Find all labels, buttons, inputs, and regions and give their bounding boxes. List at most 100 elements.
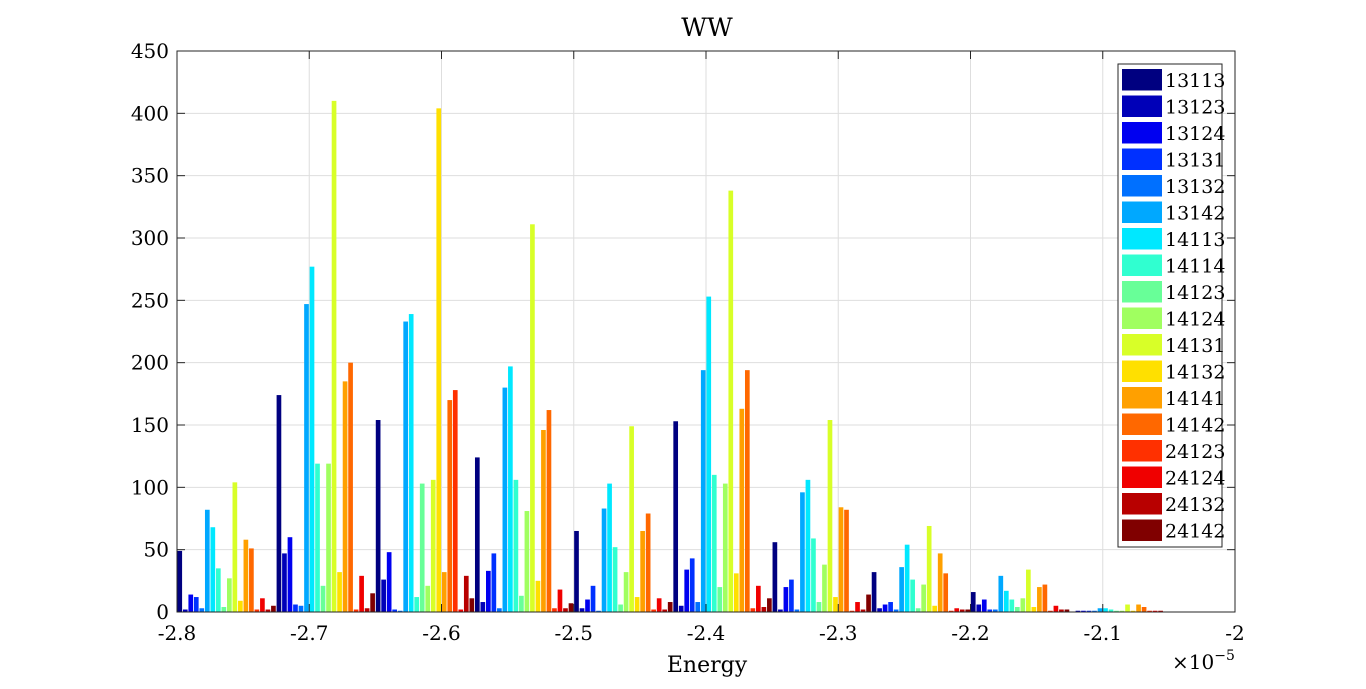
grid <box>177 51 1235 612</box>
bar-14131 <box>629 426 634 612</box>
bar-13124 <box>287 537 293 612</box>
bar-13131 <box>293 604 298 612</box>
bar-14141 <box>739 408 745 612</box>
bar-14113 <box>1103 608 1108 612</box>
bar-13124 <box>486 570 491 612</box>
bar-13113 <box>673 421 679 612</box>
bar-24123 <box>1048 610 1053 612</box>
bar-13131 <box>789 579 794 612</box>
bar-14142 <box>844 509 849 612</box>
bar-13113 <box>772 542 778 612</box>
bar-13132 <box>794 609 800 612</box>
bar-14124 <box>227 578 232 612</box>
legend-label-24123: 24123 <box>1165 441 1225 463</box>
bar-13131 <box>392 609 397 612</box>
bar-13132 <box>893 609 899 612</box>
bar-13123 <box>877 608 882 612</box>
bar-14142 <box>645 513 651 612</box>
x-tick-label: -2.2 <box>951 621 990 645</box>
legend-swatch-13131 <box>1122 148 1162 170</box>
bar-14141 <box>640 530 645 612</box>
bar-14113 <box>210 527 216 612</box>
bar-13123 <box>1075 610 1081 612</box>
bar-13131 <box>193 597 199 612</box>
legend-label-14123: 14123 <box>1165 282 1225 304</box>
svg-text:×10−5: ×10−5 <box>1172 648 1235 674</box>
legend-label-13142: 13142 <box>1165 203 1225 225</box>
bar-14141 <box>838 507 844 612</box>
bar-24142 <box>469 598 475 612</box>
legend-label-13123: 13123 <box>1165 97 1225 119</box>
bar-14131 <box>1026 569 1031 612</box>
legend-label-14124: 14124 <box>1165 309 1225 331</box>
x-axis-label: Energy <box>667 653 748 678</box>
bar-14114 <box>414 597 420 612</box>
legend-swatch-13113 <box>1122 69 1162 91</box>
legend[interactable]: 13113 13123 13124 13131 13132 13142 14113 14114… <box>1117 63 1225 548</box>
bar-14131 <box>232 482 238 612</box>
bar-14113 <box>904 544 910 612</box>
x-tick-label: -2.8 <box>158 621 197 645</box>
bar-14142 <box>348 362 353 612</box>
legend-swatch-13124 <box>1122 122 1162 144</box>
legend-swatch-14114 <box>1122 254 1162 276</box>
bar-24142 <box>568 603 574 612</box>
bar-24124 <box>458 609 464 612</box>
bar-14132 <box>436 108 442 612</box>
legend-label-13113: 13113 <box>1165 70 1225 92</box>
bar-14124 <box>1020 598 1026 612</box>
bar-13142 <box>700 370 706 612</box>
bar-13131 <box>689 558 695 612</box>
legend-label-24142: 24142 <box>1165 521 1225 543</box>
bar-24123 <box>651 609 656 612</box>
y-tick-label: 100 <box>131 475 169 499</box>
bar-14142 <box>1141 607 1147 612</box>
bar-14114 <box>315 463 320 612</box>
bar-13113 <box>970 592 976 612</box>
bar-14123 <box>1015 607 1020 612</box>
x-tick-label: -2.5 <box>554 621 593 645</box>
chart-title: WW <box>681 13 733 42</box>
legend-label-14141: 14141 <box>1165 388 1225 410</box>
bar-14124 <box>822 564 827 612</box>
bar-13123 <box>976 604 982 612</box>
bar-24123 <box>452 390 458 612</box>
x-exponent-base: ×10 <box>1172 650 1214 674</box>
bar-24132 <box>463 575 469 612</box>
bar-14141 <box>541 429 546 612</box>
bar-14142 <box>546 410 552 612</box>
legend-swatch-24123 <box>1122 440 1162 462</box>
bar-14123 <box>717 587 723 612</box>
bar-14124 <box>921 584 926 612</box>
bar-24124 <box>656 598 662 612</box>
bar-14113 <box>706 296 712 612</box>
bar-24132 <box>662 609 668 612</box>
x-tick-label: -2 <box>1225 621 1244 645</box>
bar-14131 <box>728 190 734 612</box>
bar-14131 <box>331 100 337 613</box>
legend-label-14114: 14114 <box>1165 256 1225 278</box>
legend-swatch-14124 <box>1122 307 1162 329</box>
bar-14141 <box>937 553 943 612</box>
bar-14132 <box>337 572 342 612</box>
bar-14114 <box>215 568 221 612</box>
bar-14132 <box>733 573 739 612</box>
legend-label-14132: 14132 <box>1165 362 1225 384</box>
legend-label-24132: 24132 <box>1165 494 1225 516</box>
bar-13132 <box>596 610 601 612</box>
legend-swatch-13132 <box>1122 175 1162 197</box>
bar-14132 <box>1130 610 1136 612</box>
y-tick-label: 250 <box>131 288 169 312</box>
bar-13132 <box>695 602 701 612</box>
bar-14142 <box>249 548 254 612</box>
bar-14114 <box>1009 599 1015 612</box>
bar-13131 <box>590 585 596 612</box>
bar-14141 <box>1136 604 1141 612</box>
bar-13124 <box>783 587 789 612</box>
legend-swatch-14123 <box>1122 281 1162 303</box>
bar-13124 <box>386 552 392 612</box>
bar-24142 <box>271 605 276 612</box>
bar-14114 <box>612 547 618 612</box>
bar-14141 <box>342 381 348 612</box>
bar-24142 <box>965 609 971 612</box>
